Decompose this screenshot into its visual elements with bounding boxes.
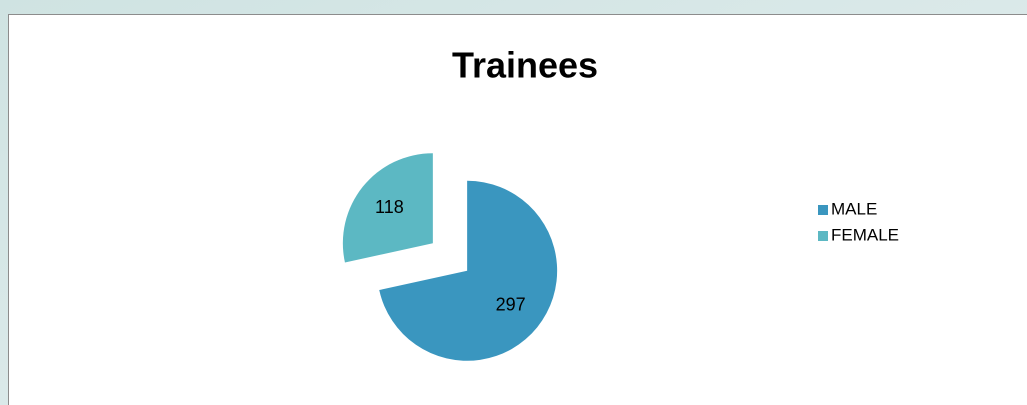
- chart-title: Trainees: [452, 45, 598, 86]
- data-label: 118: [375, 197, 404, 217]
- pie-slice: [342, 153, 433, 263]
- legend-label: FEMALE: [831, 225, 899, 244]
- legend-swatch: [818, 205, 828, 215]
- legend-swatch: [818, 231, 828, 241]
- data-label: 297: [496, 295, 526, 315]
- pie-slice: [379, 180, 558, 361]
- legend-label: MALE: [831, 199, 877, 218]
